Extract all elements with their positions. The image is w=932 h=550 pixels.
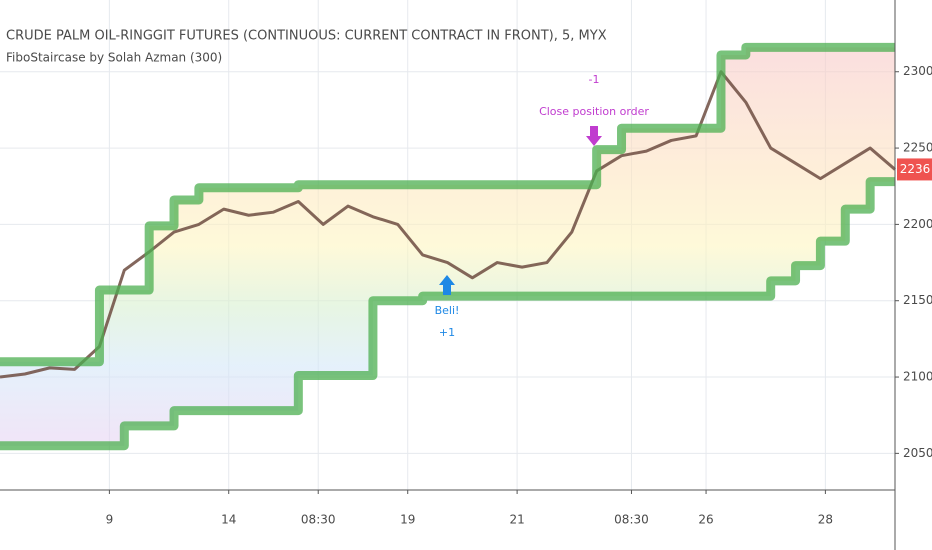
indicator-name: FiboStaircase by Solah Azman (300) <box>6 51 222 65</box>
staircase-line <box>0 42 895 367</box>
staircase-line <box>0 177 895 451</box>
annotation: Beli! <box>435 304 460 317</box>
y-tick-label: 2150 <box>903 293 932 307</box>
x-tick-label: 21 <box>509 513 524 527</box>
x-tick-label: 9 <box>106 513 114 527</box>
buy-arrow <box>439 275 455 295</box>
annotation: Close position order <box>539 105 649 118</box>
x-tick-label: 19 <box>400 513 415 527</box>
y-tick-label: 2250 <box>903 141 932 155</box>
chart-title: CRUDE PALM OIL-RINGGIT FUTURES (CONTINUO… <box>6 29 607 44</box>
sell-arrow <box>586 126 602 146</box>
annotation: -1 <box>589 73 600 86</box>
last-price-label: 2236 <box>900 162 931 176</box>
last-price-box <box>897 158 932 181</box>
annotation: +1 <box>439 326 455 339</box>
fibo-band <box>0 47 895 446</box>
x-tick-label: 28 <box>818 513 833 527</box>
y-tick-label: 2300 <box>903 64 932 78</box>
y-tick-label: 2050 <box>903 446 932 460</box>
y-tick-label: 2200 <box>903 217 932 231</box>
x-tick-label: 26 <box>698 513 713 527</box>
x-tick-label: 14 <box>221 513 236 527</box>
x-tick-label: 08:30 <box>301 513 336 527</box>
x-tick-label: 08:30 <box>614 513 649 527</box>
y-tick-label: 2100 <box>903 370 932 384</box>
